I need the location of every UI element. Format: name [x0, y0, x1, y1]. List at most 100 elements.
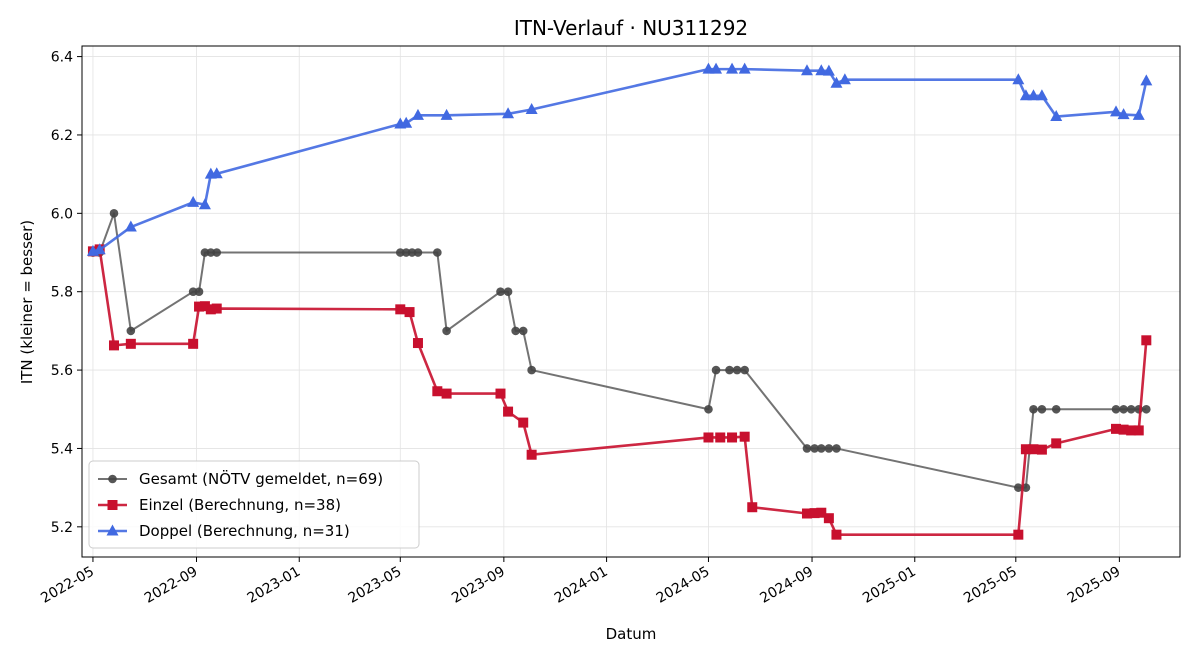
data-point	[188, 338, 199, 349]
data-point	[1141, 335, 1152, 346]
data-point	[1126, 404, 1136, 414]
plot-frame	[81, 45, 1181, 558]
data-point	[109, 209, 119, 218]
data-point	[441, 388, 452, 399]
data-point	[1019, 89, 1032, 101]
data-point	[1020, 444, 1031, 455]
x-axis-label: Datum	[606, 625, 657, 643]
data-point	[1119, 404, 1128, 414]
data-point	[815, 64, 828, 76]
data-point	[1037, 404, 1047, 414]
y-tick-label: 5.4	[51, 441, 73, 457]
data-point	[1028, 444, 1039, 455]
legend: Gesamt (NÖTV gemeldet, n=69) Einzel (Bere…	[88, 460, 420, 549]
data-point	[800, 64, 813, 76]
data-point	[404, 307, 415, 318]
data-point	[810, 444, 819, 453]
data-point	[496, 287, 505, 297]
data-point	[703, 432, 714, 443]
data-point	[710, 62, 723, 74]
data-point	[1111, 404, 1121, 414]
data-point	[1140, 74, 1153, 86]
y-axis-label: ITN (kleiner = besser)	[18, 220, 36, 384]
data-point	[1051, 438, 1062, 449]
data-point	[816, 507, 827, 518]
data-point	[809, 508, 820, 519]
data-point	[725, 365, 734, 375]
data-point	[211, 303, 222, 314]
y-tick-label: 5.6	[51, 363, 73, 379]
data-point	[432, 386, 443, 397]
data-point	[194, 301, 205, 312]
data-point	[1036, 444, 1047, 455]
y-axis-ticks: 5.2 5.4 5.6 5.8 6.0 6.2 6.4	[51, 50, 82, 536]
data-point	[1035, 89, 1048, 101]
data-point	[199, 301, 210, 312]
legend-swatch-marker	[107, 500, 118, 510]
y-tick-label: 5.2	[51, 520, 73, 536]
data-point	[1126, 425, 1137, 436]
data-point	[194, 287, 204, 297]
data-point	[1111, 423, 1122, 434]
series-2	[87, 244, 1152, 540]
data-point	[407, 248, 417, 257]
data-point	[401, 248, 411, 257]
data-point	[518, 326, 528, 336]
data-point	[108, 340, 119, 351]
data-point	[830, 76, 843, 88]
data-point	[518, 417, 529, 428]
data-point	[1118, 424, 1129, 435]
data-point	[704, 404, 713, 414]
data-point	[188, 287, 198, 297]
data-point	[502, 107, 515, 119]
data-point	[1142, 404, 1151, 414]
legend-label: Doppel (Berechnung, n=31)	[139, 522, 350, 540]
series-3	[86, 62, 1153, 256]
data-point	[726, 62, 739, 74]
y-tick-label: 6.4	[51, 50, 73, 66]
data-point	[702, 62, 715, 74]
y-tick-label: 6.2	[51, 128, 73, 144]
data-point	[433, 248, 442, 257]
data-point	[802, 444, 812, 453]
data-point	[527, 365, 536, 375]
data-point	[412, 338, 423, 349]
data-point	[93, 243, 106, 255]
data-point	[395, 304, 406, 315]
data-point	[711, 365, 721, 375]
data-point	[503, 287, 513, 297]
data-point	[1027, 89, 1040, 101]
data-point	[831, 529, 842, 540]
data-point	[198, 198, 211, 210]
data-point	[205, 304, 216, 315]
data-point	[824, 444, 834, 453]
data-point	[1029, 404, 1038, 414]
data-point	[823, 513, 834, 524]
data-point	[503, 406, 514, 417]
data-point	[442, 326, 451, 336]
y-tick-label: 5.8	[51, 285, 73, 301]
data-point	[126, 326, 136, 336]
data-point	[525, 102, 538, 114]
data-point	[1050, 110, 1063, 122]
data-point	[727, 432, 738, 443]
data-point	[801, 508, 812, 519]
data-point	[1013, 529, 1024, 540]
data-point	[210, 167, 223, 179]
legend-label: Einzel (Berechnung, n=38)	[139, 496, 341, 514]
data-point	[400, 116, 413, 128]
data-point	[1014, 483, 1023, 492]
data-point	[739, 431, 750, 442]
data-point	[526, 449, 537, 460]
data-point	[495, 388, 506, 399]
data-point	[1133, 425, 1144, 436]
legend-box	[88, 460, 420, 549]
data-point	[747, 502, 758, 513]
series-1	[88, 209, 1151, 492]
data-point	[732, 365, 742, 375]
series-layer	[86, 62, 1153, 540]
data-point	[511, 326, 520, 336]
y-tick-label: 6.0	[51, 206, 73, 222]
data-point	[816, 444, 826, 453]
data-point	[212, 248, 222, 257]
